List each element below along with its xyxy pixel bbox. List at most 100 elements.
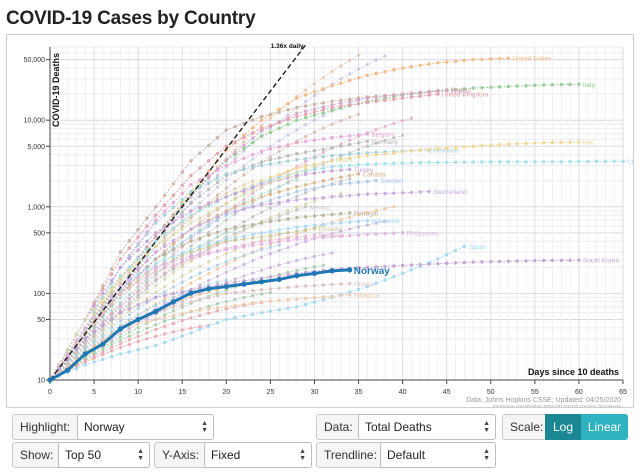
series-point (206, 251, 211, 255)
background-series-point (374, 141, 378, 145)
series-point (436, 61, 440, 65)
series-point (92, 335, 96, 340)
series-point (277, 190, 281, 194)
background-series-point (312, 265, 317, 269)
highlight-series-point (311, 270, 318, 277)
show-label: Show: (20, 448, 54, 462)
series-point (330, 135, 334, 140)
background-series-point (242, 164, 246, 168)
series-point (154, 269, 158, 273)
y-tick-label: 5,000 (27, 144, 45, 151)
scale-linear-button[interactable]: Linear (581, 414, 628, 440)
series-point (251, 136, 255, 140)
background-series-point (348, 227, 352, 231)
series-point (312, 155, 317, 160)
series-point (295, 305, 299, 309)
series-point (400, 231, 405, 235)
background-series-point (198, 276, 202, 280)
series-point (180, 233, 184, 237)
series-point (145, 345, 149, 350)
series-point (180, 302, 184, 307)
highlight-series-point (117, 326, 124, 332)
series-point (392, 161, 396, 166)
highlight-series-label: Norway (354, 266, 391, 277)
series-point (286, 285, 290, 290)
series-point (251, 236, 255, 240)
trendline-select[interactable]: Default ▲ ▼ (380, 442, 496, 468)
background-series-point (145, 281, 149, 285)
series-point (339, 157, 343, 162)
series-point (321, 161, 325, 165)
series-point (277, 145, 281, 149)
series-point (277, 218, 281, 223)
series-point (171, 259, 176, 264)
background-series-point (304, 266, 308, 271)
series-point (101, 357, 105, 362)
yaxis-select[interactable]: Fixed ▲ ▼ (204, 442, 312, 468)
background-series-point (295, 258, 299, 263)
background-series-point (383, 207, 387, 211)
background-series-point (92, 339, 96, 343)
background-series-point (233, 297, 237, 302)
series-point (400, 96, 405, 100)
series-point (215, 230, 220, 234)
series-point (356, 102, 361, 106)
series-point (180, 214, 184, 218)
series-point (392, 97, 396, 101)
series-point (189, 209, 193, 213)
series-point (348, 142, 352, 147)
series-point (312, 233, 317, 237)
background-series-point (110, 309, 114, 313)
data-select[interactable]: Total Deaths ▲ ▼ (358, 414, 496, 440)
series-point (171, 182, 176, 186)
series-point (145, 267, 149, 272)
series-point (154, 239, 158, 243)
series-point (348, 181, 352, 185)
series-point (418, 190, 422, 194)
series-point (198, 194, 202, 198)
series-point (286, 187, 290, 192)
series-point (136, 303, 140, 307)
series-point (189, 159, 193, 163)
series-point (127, 307, 132, 311)
series-point (259, 134, 264, 139)
series-point (356, 172, 361, 176)
series-point (312, 226, 317, 231)
series-point (348, 290, 352, 294)
series-point (65, 352, 70, 356)
series-label: Sweden (380, 178, 404, 185)
background-series-point (136, 285, 140, 289)
background-series-point (118, 304, 123, 308)
series-point (242, 234, 246, 238)
scale-log-button[interactable]: Log (545, 414, 581, 440)
background-series-point (110, 329, 114, 333)
show-select[interactable]: Top 50 ▲ ▼ (58, 442, 150, 468)
series-point (303, 116, 308, 120)
series-point (339, 221, 343, 225)
series-point (541, 160, 546, 164)
series-point (171, 291, 176, 296)
series-point (224, 305, 229, 309)
background-series-point (198, 264, 202, 268)
highlight-series-point (100, 341, 106, 347)
background-series-point (304, 88, 308, 92)
series-point (145, 275, 149, 279)
series-point (268, 192, 273, 197)
y-tick-label: 10 (37, 378, 45, 385)
series-point (427, 62, 431, 66)
highlight-select[interactable]: Norway ▲ ▼ (77, 414, 214, 440)
series-point (339, 164, 343, 168)
series-point (339, 211, 343, 216)
series-point (268, 158, 273, 162)
background-series-point (259, 255, 264, 259)
series-point (489, 85, 493, 89)
background-series-point (189, 269, 193, 273)
series-point (268, 241, 273, 245)
series-point (348, 163, 352, 168)
series-point (559, 140, 563, 145)
series-point (295, 140, 299, 145)
series-point (321, 283, 325, 287)
series-point (136, 256, 140, 261)
background-series-point (145, 308, 149, 312)
series-point (277, 308, 281, 312)
